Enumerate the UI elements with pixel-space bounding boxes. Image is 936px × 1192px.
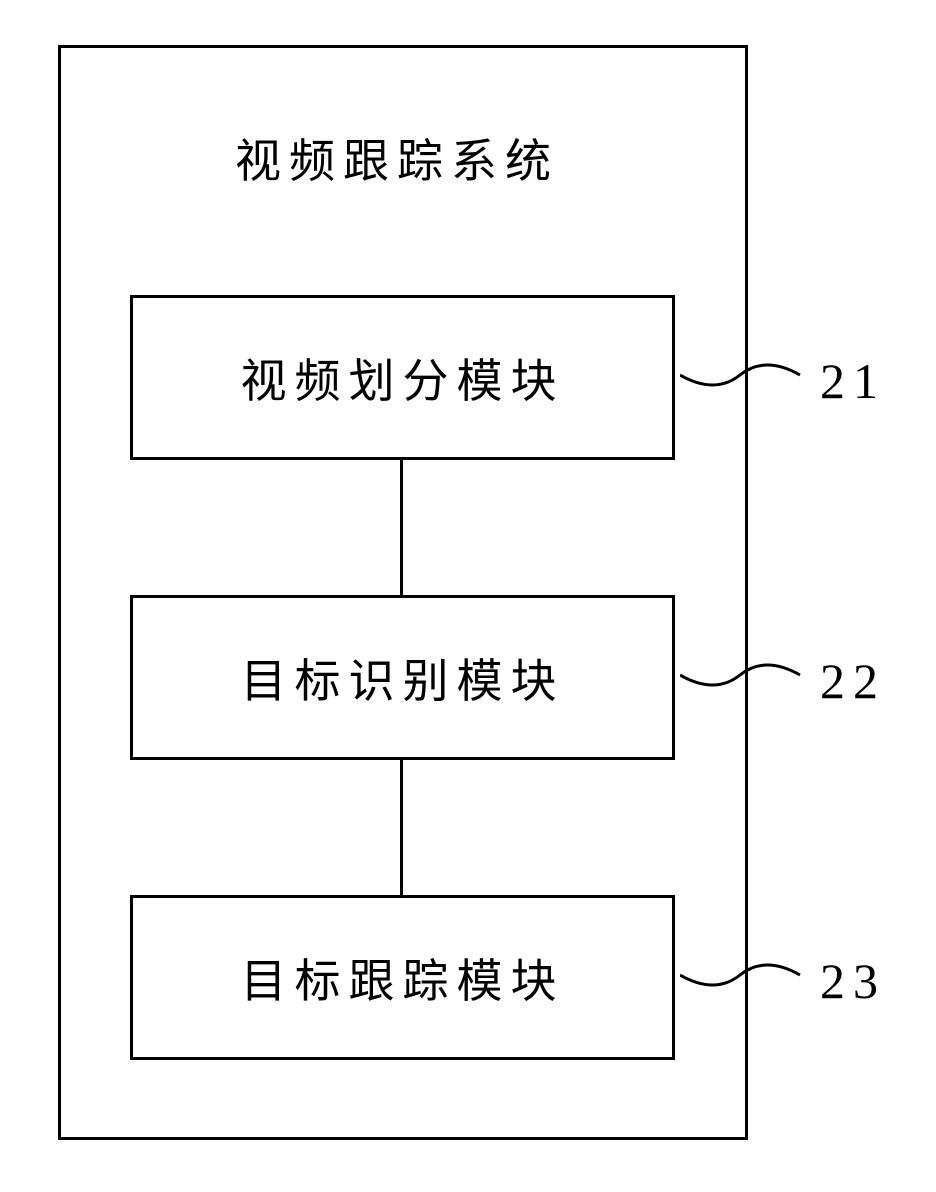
connector-2-3	[400, 760, 403, 895]
module-box-2: 目标识别模块	[130, 595, 675, 760]
callout-line-3	[680, 940, 810, 1010]
module-box-3: 目标跟踪模块	[130, 895, 675, 1060]
module-label-1: 视频划分模块	[241, 345, 565, 411]
callout-number-3: 23	[820, 952, 886, 1010]
module-label-3: 目标跟踪模块	[241, 945, 565, 1011]
callout-number-1: 21	[820, 352, 886, 410]
module-label-2: 目标识别模块	[241, 645, 565, 711]
callout-number-2: 22	[820, 652, 886, 710]
connector-1-2	[400, 460, 403, 595]
module-box-1: 视频划分模块	[130, 295, 675, 460]
callout-line-1	[680, 340, 810, 410]
system-title: 视频跟踪系统	[235, 125, 559, 191]
callout-line-2	[680, 640, 810, 710]
